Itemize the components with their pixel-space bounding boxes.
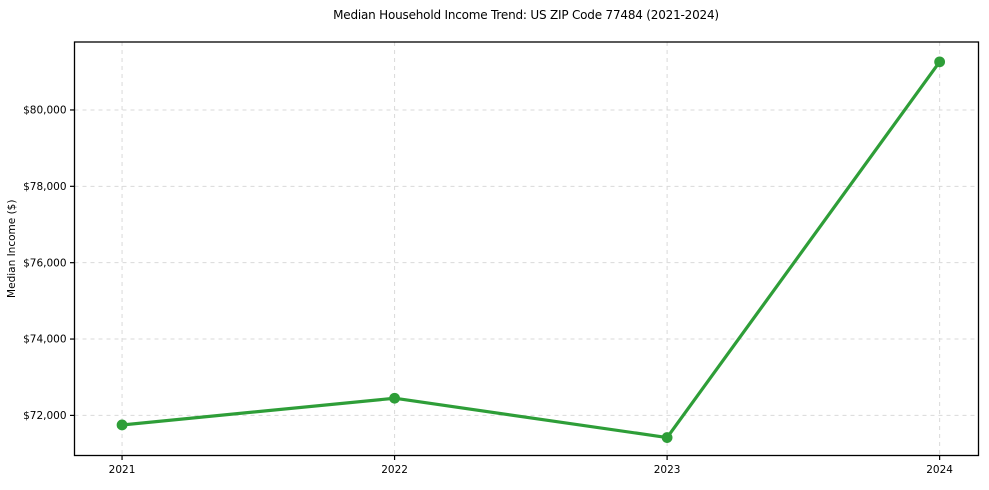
series-line bbox=[120, 60, 942, 440]
data-point-2024 bbox=[934, 56, 946, 68]
y-tick-label: $74,000 bbox=[23, 334, 66, 346]
y-tick-label: $80,000 bbox=[23, 105, 66, 117]
chart-title: Median Household Income Trend: US ZIP Co… bbox=[333, 8, 719, 22]
y-tick-label: $72,000 bbox=[23, 410, 66, 422]
x-tick-label: 2022 bbox=[381, 464, 408, 476]
plot-border bbox=[73, 41, 980, 457]
x-tick-label: 2021 bbox=[109, 464, 136, 476]
data-point-2021 bbox=[116, 419, 128, 431]
x-tick-label: 2023 bbox=[654, 464, 681, 476]
y-tick-label: $76,000 bbox=[23, 257, 66, 269]
x-tick-label: 2024 bbox=[926, 464, 953, 476]
data-point-2022 bbox=[389, 392, 400, 404]
y-tick-label: $78,000 bbox=[23, 181, 66, 193]
y-axis-title: Median Income ($) bbox=[6, 200, 18, 298]
data-point-2023 bbox=[661, 432, 673, 443]
